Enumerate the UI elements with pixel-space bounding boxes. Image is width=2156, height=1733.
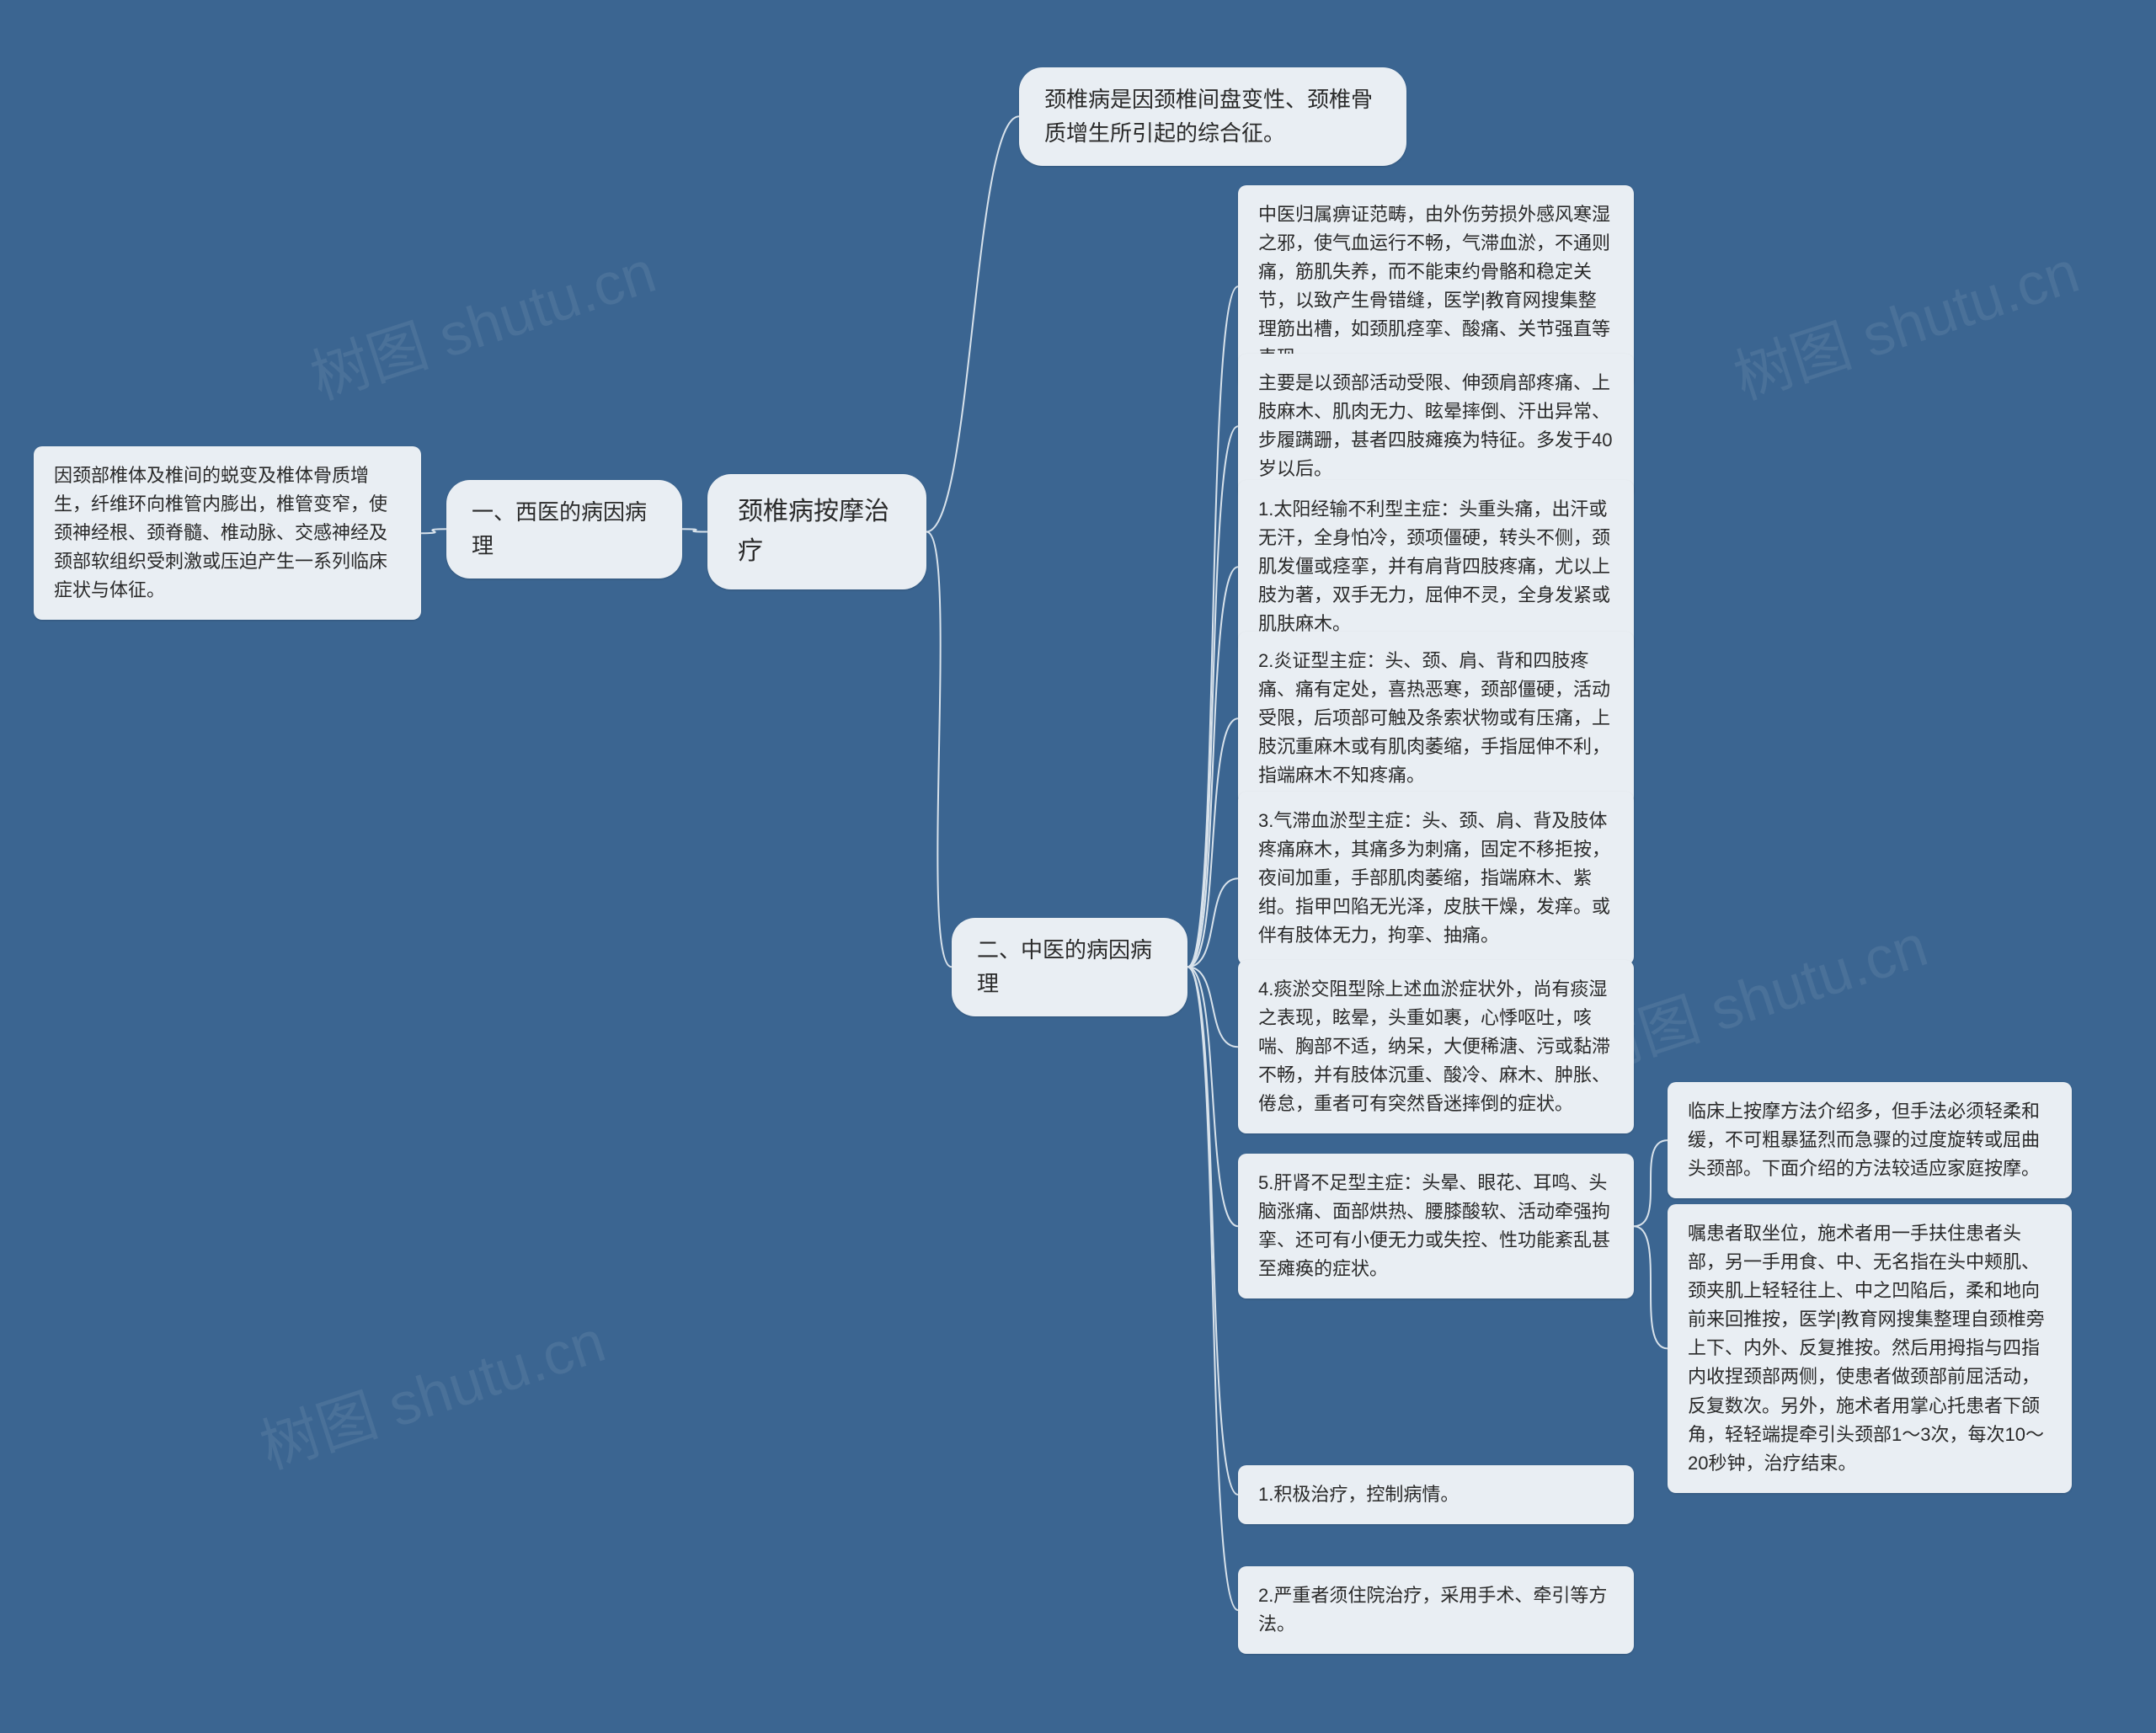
leaf-tcm-9[interactable]: 2.严重者须住院治疗，采用手术、牵引等方法。 xyxy=(1238,1566,1634,1654)
leaf-tcm-5[interactable]: 3.气滞血淤型主症：头、颈、肩、背及肢体疼痛麻木，其痛多为刺痛，固定不移拒按，夜… xyxy=(1238,792,1634,965)
leaf-tcm-3[interactable]: 1.太阳经输不利型主症：头重头痛，出汗或无汗，全身怕冷，颈项僵硬，转头不侧，颈肌… xyxy=(1238,480,1634,653)
connector xyxy=(1187,967,1238,1495)
connector xyxy=(1187,967,1238,1047)
connector xyxy=(1634,1226,1668,1348)
connector xyxy=(682,529,707,531)
connector xyxy=(1187,286,1238,967)
watermark: 树图 shutu.cn xyxy=(248,1294,615,1485)
leaf-tcm-7a[interactable]: 临床上按摩方法介绍多，但手法必须轻柔和缓，不可粗暴猛烈而急骤的过度旋转或屈曲头颈… xyxy=(1668,1082,2072,1198)
connector xyxy=(926,532,952,968)
leaf-tcm-6[interactable]: 4.痰淤交阻型除上述血淤症状外，尚有痰湿之表现，眩晕，头重如裹，心悸呕吐，咳喘、… xyxy=(1238,960,1634,1133)
connector xyxy=(1187,878,1238,967)
connector xyxy=(1187,967,1238,1226)
branch-tcm[interactable]: 二、中医的病因病理 xyxy=(952,918,1187,1016)
root-node[interactable]: 颈椎病按摩治疗 xyxy=(707,474,926,589)
branch-intro[interactable]: 颈椎病是因颈椎间盘变性、颈椎骨质增生所引起的综合征。 xyxy=(1019,67,1406,166)
leaf-tcm-7[interactable]: 5.肝肾不足型主症：头晕、眼花、耳鸣、头脑涨痛、面部烘热、腰膝酸软、活动牵强拘挛… xyxy=(1238,1154,1634,1298)
watermark: 树图 shutu.cn xyxy=(299,225,665,416)
leaf-tcm-8[interactable]: 1.积极治疗，控制病情。 xyxy=(1238,1465,1634,1524)
leaf-tcm-2[interactable]: 主要是以颈部活动受限、伸颈肩部疼痛、上肢麻木、肌肉无力、眩晕摔倒、汗出异常、步履… xyxy=(1238,354,1634,499)
connector xyxy=(1187,718,1238,967)
leaf-western-1[interactable]: 因颈部椎体及椎间的蜕变及椎体骨质增生，纤维环向椎管内膨出，椎管变窄，使颈神经根、… xyxy=(34,446,421,620)
leaf-tcm-7b[interactable]: 嘱患者取坐位，施术者用一手扶住患者头部，另一手用食、中、无名指在头中颊肌、颈夹肌… xyxy=(1668,1204,2072,1493)
connector xyxy=(926,116,1019,531)
connector xyxy=(1187,967,1238,1610)
leaf-tcm-4[interactable]: 2.炎证型主症：头、颈、肩、背和四肢疼痛、痛有定处，喜热恶寒，颈部僵硬，活动受限… xyxy=(1238,632,1634,805)
connector xyxy=(1634,1140,1668,1226)
branch-western[interactable]: 一、西医的病因病理 xyxy=(446,480,682,579)
connector xyxy=(421,529,446,533)
connector xyxy=(1187,426,1238,967)
watermark: 树图 shutu.cn xyxy=(1722,225,2089,416)
connector xyxy=(1187,567,1238,967)
